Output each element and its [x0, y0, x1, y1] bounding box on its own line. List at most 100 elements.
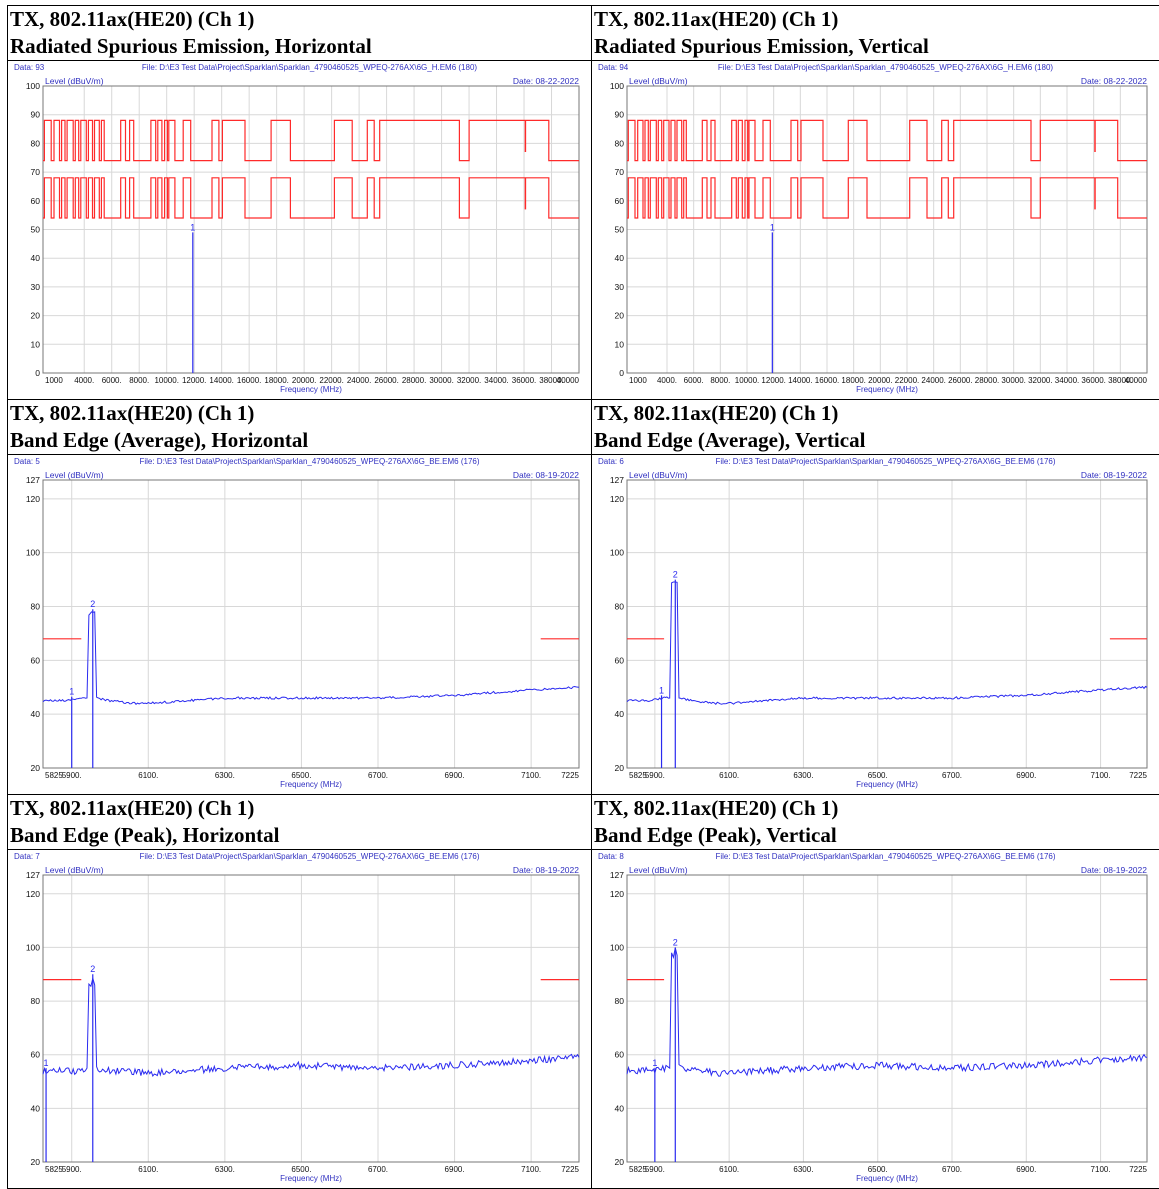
y-tick-label: 40	[615, 1103, 625, 1113]
x-axis-label: Frequency (MHz)	[856, 385, 918, 394]
x-tick-label: 30000.	[1001, 376, 1025, 385]
header-divider	[8, 849, 591, 850]
x-axis-label: Frequency (MHz)	[280, 1174, 342, 1183]
x-tick-label: 6100.	[138, 1165, 158, 1174]
y-tick-label: 100	[610, 548, 624, 558]
x-tick-label: 1000	[45, 376, 63, 385]
spectrum-chart: Data: 93 File: D:\E3 Test Data\Project\Sp…	[14, 63, 580, 394]
panel-header: TX, 802.11ax(HE20) (Ch 1) Radiated Spurio…	[594, 6, 929, 60]
y-tick-label: 60	[31, 1050, 41, 1060]
x-tick-label: 6100.	[138, 771, 158, 780]
x-tick-label: 6500.	[868, 771, 888, 780]
y-tick-label: 60	[31, 655, 41, 665]
x-tick-label: 22000.	[895, 376, 919, 385]
x-axis-label: Frequency (MHz)	[280, 780, 342, 789]
x-tick-label: 6100.	[719, 1165, 739, 1174]
marker-label: 2	[90, 599, 95, 609]
x-tick-label: 6500.	[868, 1165, 888, 1174]
y-tick-label: 10	[31, 339, 41, 349]
panel-3: TX, 802.11ax(HE20) (Ch 1) Band Edge (Aver…	[8, 400, 592, 795]
y-tick-label: 20	[31, 311, 41, 321]
y-tick-label: 100	[26, 942, 40, 952]
data-id-label: Data: 5	[14, 457, 40, 466]
panel-title-line2: Band Edge (Average), Horizontal	[10, 428, 309, 452]
header-divider	[8, 454, 591, 455]
x-tick-label: 10000.	[154, 376, 178, 385]
y-tick-label: 100	[26, 81, 40, 91]
x-tick-label: 30000.	[429, 376, 453, 385]
report-table: TX, 802.11ax(HE20) (Ch 1) Radiated Spurio…	[7, 5, 1159, 1189]
x-tick-label: 26000.	[948, 376, 972, 385]
x-tick-label: 20000.	[868, 376, 892, 385]
limit-line	[43, 119, 579, 162]
x-tick-label: 14000.	[788, 376, 812, 385]
header-divider	[592, 454, 1159, 455]
x-tick-label: 5825	[629, 771, 647, 780]
plot-frame	[42, 479, 580, 769]
panel-title-line2: Band Edge (Average), Vertical	[594, 428, 866, 452]
y-tick-label: 0	[35, 368, 40, 378]
spectrum-chart: Data: 94 File: D:\E3 Test Data\Project\Sp…	[598, 63, 1148, 394]
y-tick-label: 60	[31, 196, 41, 206]
plot-frame	[626, 85, 1148, 374]
y-axis-label: Level (dBuV/m)	[629, 470, 688, 480]
x-tick-label: 5825	[629, 1165, 647, 1174]
y-tick-label: 20	[31, 763, 41, 773]
date-label: Date: 08-19-2022	[1081, 865, 1147, 875]
marker-label: 1	[69, 687, 74, 697]
x-tick-label: 7225	[561, 771, 579, 780]
file-path-label: File: D:\E3 Test Data\Project\Sparklan\S…	[142, 63, 477, 72]
y-tick-label: 120	[610, 494, 624, 504]
x-tick-label: 6300.	[215, 1165, 235, 1174]
x-tick-label: 7100.	[521, 771, 541, 780]
y-tick-label: 100	[26, 548, 40, 558]
panel-header: TX, 802.11ax(HE20) (Ch 1) Band Edge (Peak…	[10, 795, 280, 849]
panel-title-line1: TX, 802.11ax(HE20) (Ch 1)	[594, 7, 839, 31]
panel-header: TX, 802.11ax(HE20) (Ch 1) Band Edge (Aver…	[10, 400, 308, 454]
header-divider	[8, 60, 591, 61]
x-tick-label: 7100.	[1091, 771, 1111, 780]
spectrum-chart: Data: 7 File: D:\E3 Test Data\Project\Spa…	[14, 852, 580, 1183]
x-tick-label: 6900.	[445, 1165, 465, 1174]
y-tick-label: 120	[610, 889, 624, 899]
y-tick-label: 80	[31, 602, 41, 612]
data-id-label: Data: 93	[14, 63, 45, 72]
marker-label: 1	[190, 222, 195, 232]
y-tick-label: 30	[615, 282, 625, 292]
x-tick-label: 10000.	[735, 376, 759, 385]
x-tick-label: 24000.	[347, 376, 371, 385]
date-label: Date: 08-22-2022	[1081, 76, 1147, 86]
y-tick-label: 50	[31, 225, 41, 235]
panel-1: TX, 802.11ax(HE20) (Ch 1) Radiated Spurio…	[8, 6, 592, 400]
gridlines	[627, 480, 1147, 768]
gridlines	[43, 875, 579, 1162]
gridlines	[43, 86, 579, 373]
panel-4: TX, 802.11ax(HE20) (Ch 1) Band Edge (Aver…	[592, 400, 1159, 795]
y-tick-label: 10	[615, 339, 625, 349]
measurement-trace	[42, 976, 580, 1078]
date-label: Date: 08-19-2022	[513, 470, 579, 480]
x-tick-label: 6100.	[719, 771, 739, 780]
marker-label: 1	[770, 222, 775, 232]
y-tick-label: 100	[610, 942, 624, 952]
y-tick-label: 80	[615, 996, 625, 1006]
x-tick-label: 6700.	[368, 1165, 388, 1174]
x-tick-label: 7225	[561, 1165, 579, 1174]
data-id-label: Data: 6	[598, 457, 624, 466]
panel-title-line1: TX, 802.11ax(HE20) (Ch 1)	[594, 796, 839, 820]
y-tick-label: 30	[31, 282, 41, 292]
panel-2: TX, 802.11ax(HE20) (Ch 1) Radiated Spurio…	[592, 6, 1159, 400]
marker-label: 1	[44, 1058, 49, 1068]
file-path-label: File: D:\E3 Test Data\Project\Sparklan\S…	[718, 63, 1053, 72]
marker-label: 2	[673, 937, 678, 947]
file-path-label: File: D:\E3 Test Data\Project\Sparklan\S…	[139, 852, 479, 861]
x-tick-label: 5900.	[645, 1165, 665, 1174]
x-tick-label: 6900.	[1016, 771, 1036, 780]
panel-5: TX, 802.11ax(HE20) (Ch 1) Band Edge (Peak…	[8, 795, 592, 1189]
x-tick-label: 5825	[45, 771, 63, 780]
x-tick-label: 38000.	[539, 376, 563, 385]
y-tick-label: 80	[31, 996, 41, 1006]
gridlines	[627, 875, 1147, 1162]
y-tick-label: 20	[31, 1157, 41, 1167]
panel-title-line2: Radiated Spurious Emission, Horizontal	[10, 34, 372, 58]
